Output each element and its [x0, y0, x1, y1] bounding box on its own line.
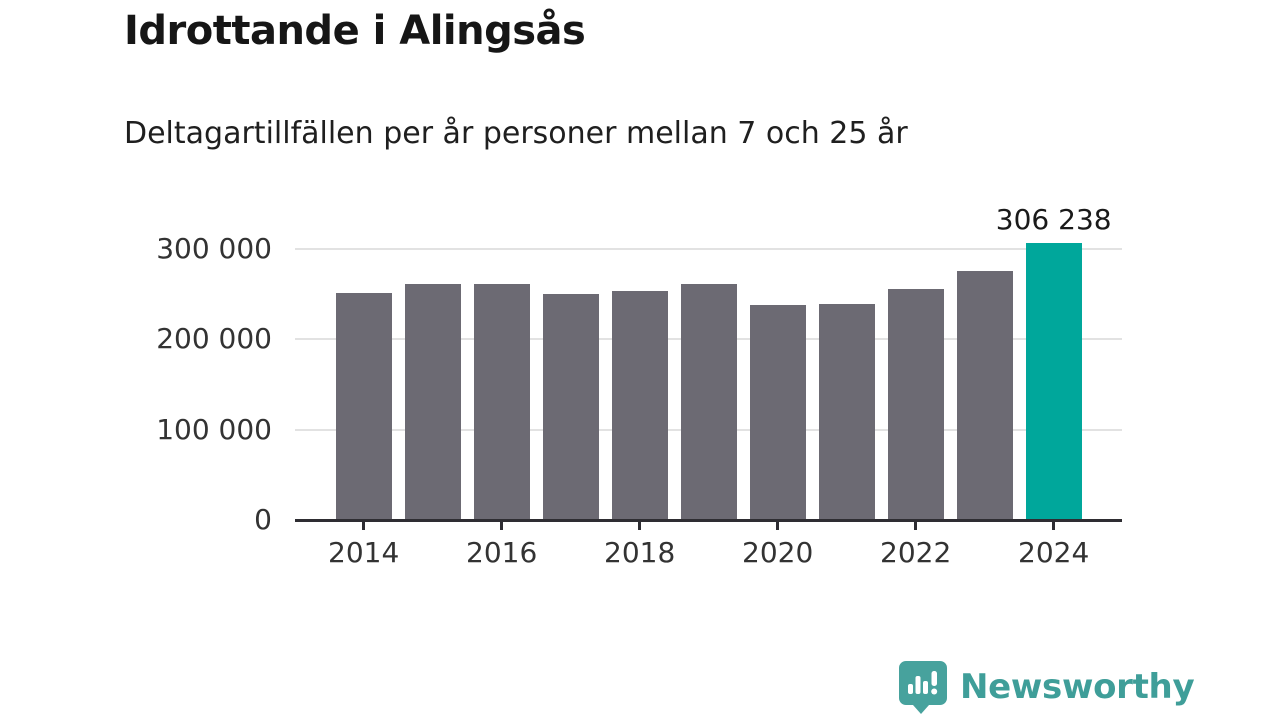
- x-axis-label-2020: 2020: [742, 536, 814, 569]
- x-tick-2020: [776, 521, 780, 530]
- bar-2024: [1025, 242, 1082, 520]
- bar-chart-plot-area: 2014 2016 2018 2020 2022 2024: [295, 240, 1122, 569]
- bar-2016: [473, 283, 530, 520]
- x-axis-label-2024: 2024: [1018, 536, 1090, 569]
- x-axis-line: [295, 519, 1122, 522]
- x-tick-2016: [500, 521, 504, 530]
- highlight-value-label: 306 238: [995, 202, 1112, 236]
- speech-bubble-bar-chart-icon: [899, 661, 947, 714]
- bar-2022: [887, 289, 944, 520]
- bar-2017: [542, 293, 599, 520]
- y-axis-label-0: 0: [254, 503, 272, 536]
- chart-title: Idrottande i Alingsås: [124, 8, 586, 54]
- bar-2014: [335, 292, 392, 520]
- x-tick-2022: [914, 521, 918, 530]
- x-axis-label-2014: 2014: [328, 536, 400, 569]
- gridline-300000: [295, 247, 1122, 250]
- bar-2021: [818, 303, 875, 520]
- x-tick-2018: [638, 521, 642, 530]
- bar-2020: [749, 304, 806, 520]
- y-axis-label-200000: 200 000: [156, 322, 272, 355]
- bar-2018: [611, 291, 668, 520]
- newsworthy-logo: Newsworthy: [898, 660, 1195, 714]
- chart-subtitle: Deltagartillfällen per år personer mella…: [124, 116, 908, 151]
- x-axis-label-2022: 2022: [880, 536, 952, 569]
- newsworthy-wordmark: Newsworthy: [960, 667, 1195, 707]
- x-axis-label-2018: 2018: [604, 536, 676, 569]
- y-axis-label-100000: 100 000: [156, 412, 272, 446]
- x-tick-2024: [1052, 521, 1056, 530]
- y-axis-label-300000: 300 000: [156, 231, 272, 265]
- x-axis-label-2016: 2016: [466, 536, 538, 569]
- bar-2023: [956, 271, 1013, 520]
- bar-2019: [680, 283, 737, 520]
- x-tick-2014: [362, 521, 366, 530]
- bar-2015: [404, 283, 461, 520]
